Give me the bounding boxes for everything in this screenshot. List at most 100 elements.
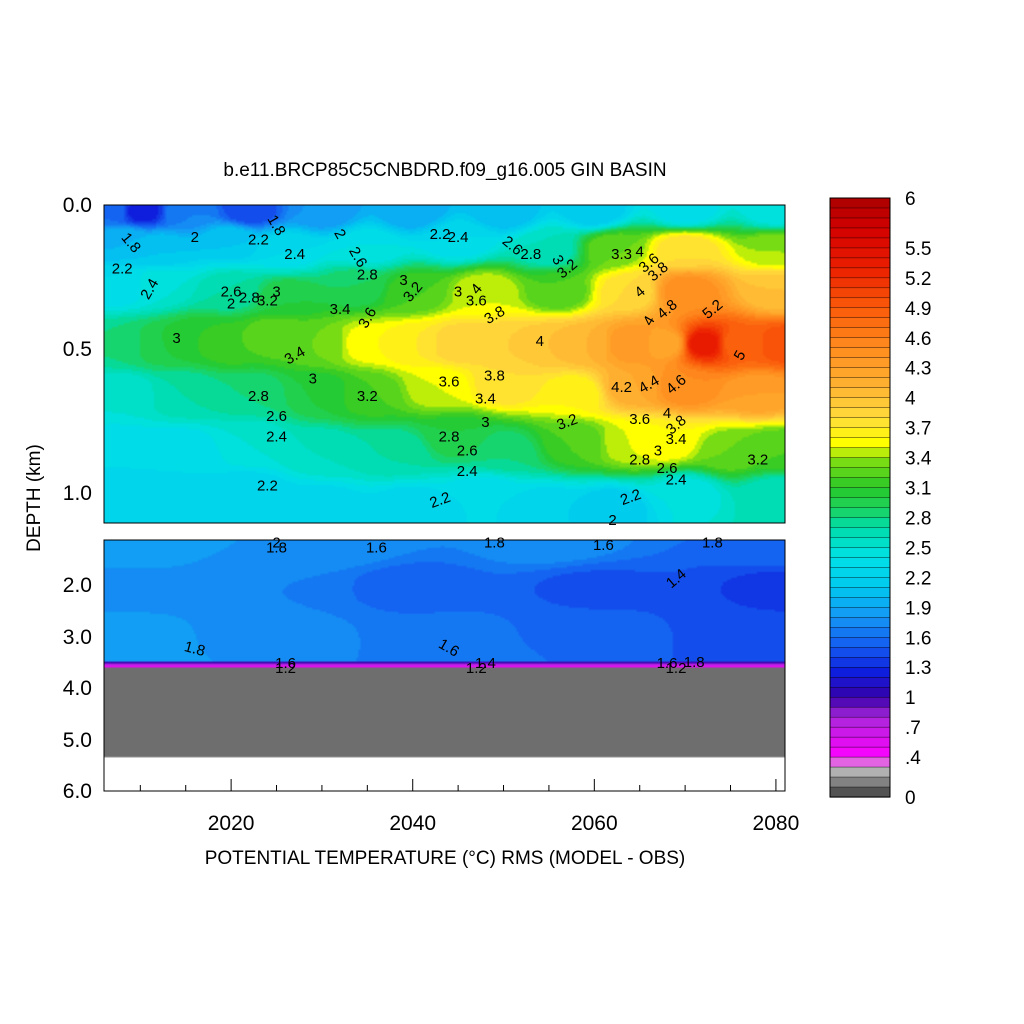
colorbar-label: 5.2: [905, 269, 931, 290]
contour-label: 3.2: [747, 451, 768, 468]
colorbar-box: [829, 347, 891, 359]
colorbar-label: .4: [905, 748, 921, 769]
y-tick-label: 2.0: [63, 574, 92, 597]
upper-frame: [103, 204, 786, 524]
contour-label: 4: [663, 405, 671, 422]
colorbar-box: [829, 477, 891, 489]
colorbar-label: 3.4: [905, 449, 932, 470]
contour-label: 2.2: [427, 489, 452, 512]
colorbar-label: 1: [905, 688, 916, 709]
contour-label: 2.4: [666, 472, 687, 489]
contour-label: 3: [454, 284, 462, 301]
colorbar-box: [829, 547, 891, 558]
colorbar-box: [829, 237, 891, 249]
colorbar-box: [829, 786, 891, 798]
y-axis-lower: 2.0 3.0 4.0 5.0 6.0: [63, 574, 92, 803]
y-tick-label: 6.0: [63, 780, 92, 803]
contour-label: 3.3: [611, 246, 632, 263]
contour-label: 1.4: [475, 655, 496, 672]
colorbar-label: .7: [905, 718, 921, 739]
colorbar-box: [829, 257, 891, 269]
contour-label: 1.2: [275, 660, 296, 677]
contour-label: 2.6: [221, 284, 242, 301]
colorbar-label: 3.1: [905, 479, 931, 500]
contour-label: 1.8: [266, 540, 287, 557]
colorbar-box: [829, 637, 891, 648]
contour-label: 3.6: [439, 373, 460, 390]
colorbar-box: [829, 287, 891, 299]
colorbar-box: [829, 776, 891, 788]
colorbar-box: [829, 387, 891, 399]
contour-label: 1.8: [702, 535, 723, 552]
upper-heatmap: [104, 205, 785, 523]
x-tick-label: 2060: [571, 812, 618, 835]
contour-label: 4: [536, 333, 544, 350]
y-tick-label: 5.0: [63, 729, 92, 752]
colorbar-box: [829, 567, 891, 578]
colorbar-box: [829, 277, 891, 289]
contour-label: 2.8: [357, 266, 378, 283]
x-tick-label: 2020: [208, 812, 255, 835]
y-tick-label: 3.0: [63, 626, 92, 649]
colorbar-box: [829, 677, 891, 688]
contour-label: 1.6: [657, 655, 678, 672]
contour-label: 1.8: [684, 654, 705, 671]
contour-label: 4.2: [611, 379, 632, 396]
upper-panel: 1.82.22.42 2.21.82.42.62 2.83.2333.432.82.…: [103, 204, 786, 529]
colorbar-box: [829, 706, 891, 718]
contour-label: 3.4: [666, 431, 687, 448]
contour-label: 3.6: [466, 292, 487, 309]
colorbar-box: [829, 696, 891, 708]
contour-label: 3: [654, 443, 662, 460]
contour-label: 2.2: [112, 261, 133, 278]
colorbar-label: 4.6: [905, 329, 931, 350]
colorbar-box: [829, 537, 891, 549]
contour-label: 1.2: [466, 660, 487, 677]
colorbar-label: 2.5: [905, 538, 931, 559]
colorbar-box: [829, 327, 891, 339]
colorbar-box: [829, 587, 891, 598]
colorbar-box: [829, 437, 891, 449]
contour-label: 3: [172, 330, 180, 347]
colorbar-box: [829, 627, 891, 638]
colorbar-box: [829, 247, 891, 259]
contour-label: 3: [272, 284, 280, 301]
contour-label: 2.8: [520, 246, 541, 263]
colorbar-label: 4: [905, 389, 916, 410]
contour-label: 2: [227, 295, 235, 312]
colorbar-label: 1.3: [905, 658, 931, 679]
colorbar-box: [829, 756, 891, 768]
colorbar-label: 4.9: [905, 299, 931, 320]
colorbar-label: 0: [905, 788, 916, 809]
colorbar-box: [829, 497, 891, 509]
colorbar-box: [829, 607, 891, 618]
colorbar-box: [829, 577, 891, 588]
colorbar-box: [829, 716, 891, 728]
x-axis-ticks: 2020 2040 2060 2080: [139, 779, 799, 835]
contour-label: 3.4: [475, 391, 496, 408]
colorbar-label: 3.7: [905, 419, 931, 440]
colorbar-box: [829, 517, 891, 529]
colorbar-box: [829, 267, 891, 279]
colorbar-box: [829, 357, 891, 369]
colorbar-box: [829, 647, 891, 658]
contour-label: 3: [399, 272, 407, 289]
colorbar-labels: 6 5.5 5.2 4.9 4.6 4.3 4 3.7 3.4 3.1 2.8 2.5 2.2 1.9 1.…: [905, 189, 932, 809]
x-axis-label: POTENTIAL TEMPERATURE (°C) RMS (MODEL - …: [205, 848, 686, 869]
contour-label: 2: [191, 229, 199, 246]
contour-label: 4: [636, 243, 644, 260]
contour-label: 2: [272, 535, 280, 552]
contour-label: 3.2: [257, 292, 278, 309]
contour-label: 2.8: [239, 290, 260, 307]
contour-label: 3.8: [484, 368, 505, 385]
colorbar-frame: [829, 197, 891, 798]
colorbar-label: 1.9: [905, 598, 931, 619]
lower-heatmap: [104, 540, 785, 791]
colorbar-box: [829, 207, 891, 219]
upper-contour-labels: 1.82.22.42 2.21.82.42.62 2.83.2333.432.82.…: [112, 212, 768, 529]
colorbar-label: 1.6: [905, 628, 931, 649]
contour-label: 2.4: [448, 229, 469, 246]
contour-label: 3: [309, 371, 317, 388]
contour-label: 2.8: [248, 388, 269, 405]
